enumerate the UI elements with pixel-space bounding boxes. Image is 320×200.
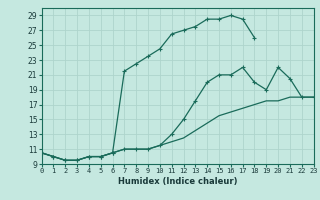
- X-axis label: Humidex (Indice chaleur): Humidex (Indice chaleur): [118, 177, 237, 186]
